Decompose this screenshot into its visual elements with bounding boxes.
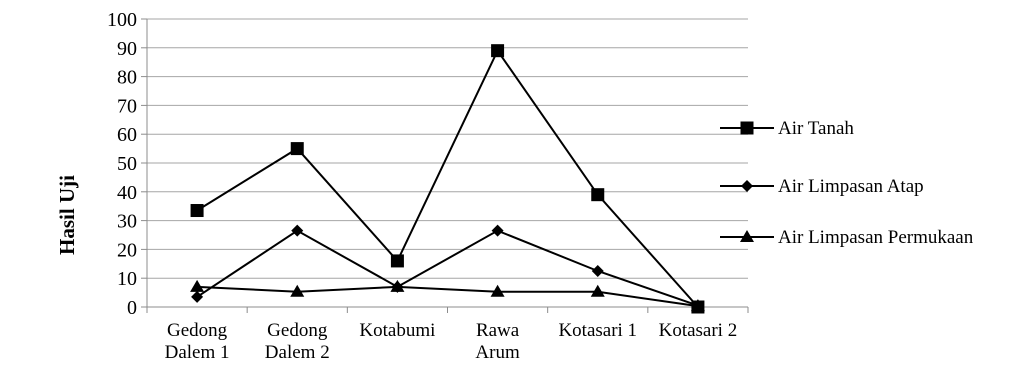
- y-tick-label: 50: [117, 153, 137, 175]
- y-tick-label: 90: [117, 38, 137, 60]
- data-point: [290, 142, 304, 156]
- x-category-label: Gedong Dalem 1: [165, 320, 230, 363]
- series-line: [196, 48, 699, 308]
- data-point: [291, 224, 304, 237]
- series-air-tanah: [190, 44, 705, 314]
- data-point: [390, 254, 404, 268]
- x-category-label: Kotasari 2: [659, 320, 738, 341]
- y-tick-label: 60: [117, 124, 137, 146]
- data-point: [591, 188, 605, 202]
- legend-label: Air Tanah: [778, 118, 854, 139]
- data-point: [191, 290, 204, 303]
- y-tick-label: 80: [117, 67, 137, 89]
- y-tick-label: 10: [117, 268, 137, 290]
- y-tick-label: 20: [117, 239, 137, 261]
- data-point: [390, 279, 405, 292]
- y-tick-label: 100: [107, 9, 137, 31]
- y-tick-label: 0: [127, 297, 137, 319]
- y-tick-label: 70: [117, 95, 137, 117]
- legend-label: Air Limpasan Atap: [778, 176, 924, 197]
- x-category-label: Kotasari 1: [558, 320, 637, 341]
- x-category-label: Gedong Dalem 2: [265, 320, 330, 363]
- x-category-label: Kotabumi: [359, 320, 435, 341]
- series-line: [196, 229, 699, 307]
- data-point: [591, 265, 604, 277]
- grid-layer: [147, 18, 748, 279]
- legend: Air Tanah Air Limpasan Atap Air Limpasan P…: [720, 118, 974, 248]
- data-point: [290, 284, 305, 297]
- data-point: [490, 284, 505, 297]
- y-tick-label: 30: [117, 211, 137, 233]
- data-point: [590, 284, 605, 297]
- data-point: [190, 279, 205, 292]
- data-point: [491, 44, 505, 58]
- series-air-limpasan-atap: [191, 224, 704, 312]
- legend-marker: [741, 180, 753, 192]
- series-line: [197, 285, 699, 308]
- x-category-label: Rawa Arum: [475, 320, 520, 363]
- axis-layer: 0 10 20 30 40 50 60 70 80 90 100 Gedong Dalem 1 Gedon…: [107, 9, 749, 363]
- legend-label: Air Limpasan Permukaan: [778, 227, 974, 248]
- legend-item: Air Limpasan Atap: [720, 176, 924, 197]
- legend-item: Air Tanah: [720, 118, 854, 139]
- data-point: [690, 299, 705, 312]
- data-point: [491, 224, 504, 237]
- data-point: [190, 204, 204, 218]
- legend-marker: [740, 121, 754, 135]
- series-air-limpasan-permukaan: [190, 279, 705, 312]
- y-tick-label: 40: [117, 182, 137, 204]
- series-layer: [190, 44, 705, 314]
- y-axis-title: Hasil Uji: [55, 175, 79, 255]
- legend-marker: [740, 230, 754, 242]
- legend-item: Air Limpasan Permukaan: [720, 227, 974, 248]
